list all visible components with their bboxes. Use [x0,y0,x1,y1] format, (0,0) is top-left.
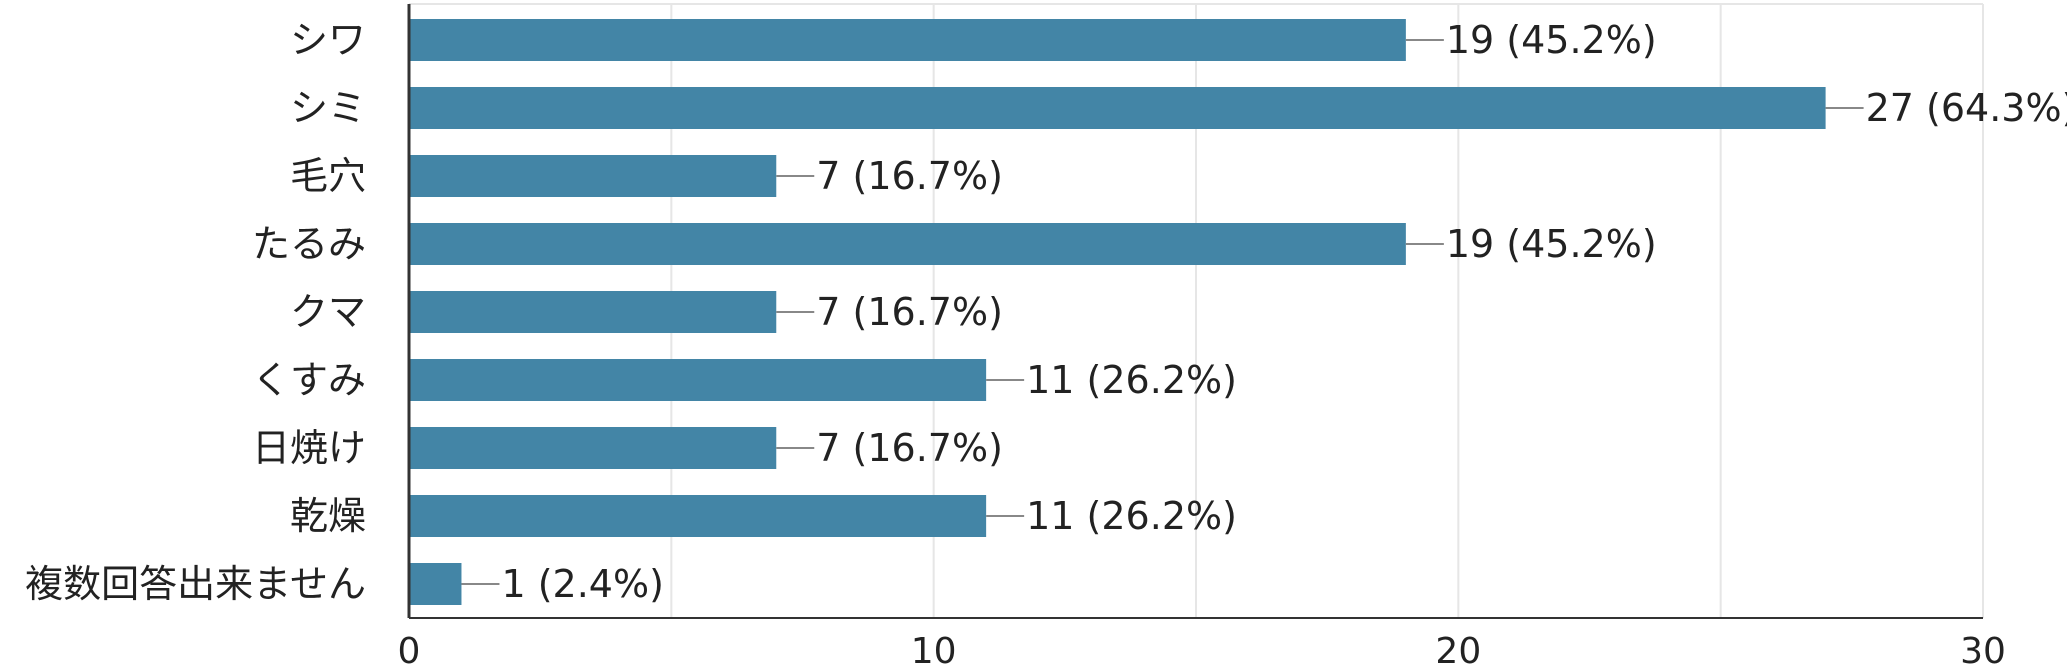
bar [409,19,1406,61]
category-label: たるみ [252,222,366,266]
x-tick-label: 20 [1435,631,1481,672]
bar [409,223,1406,265]
bar-value-label: 1 (2.4%) [501,562,663,606]
bar-value-label: 19 (45.2%) [1446,18,1657,62]
bar [409,427,777,469]
category-label: シミ [290,86,366,130]
x-tick-label: 30 [1960,631,2006,672]
category-label: 日焼け [252,426,366,470]
bar [409,359,987,401]
bar [409,155,777,197]
x-tick-label: 10 [911,631,957,672]
category-label: シワ [290,18,366,62]
bar-value-label: 11 (26.2%) [1026,358,1237,402]
bar-value-label: 7 (16.7%) [816,426,1003,470]
bar [409,291,777,333]
category-label: クマ [290,290,366,334]
bar-value-label: 19 (45.2%) [1446,222,1657,266]
bar-value-label: 27 (64.3%) [1866,86,2067,130]
category-label: くすみ [252,358,366,402]
bar-value-label: 7 (16.7%) [816,154,1003,198]
bar-value-label: 11 (26.2%) [1026,494,1237,538]
x-tick-label: 0 [398,631,421,672]
bar [409,563,462,605]
category-label: 毛穴 [290,154,366,198]
bar-value-label: 7 (16.7%) [816,290,1003,334]
bar [409,495,987,537]
bar [409,87,1826,129]
category-label: 複数回答出来ません [25,562,366,606]
category-label: 乾燥 [290,494,366,538]
